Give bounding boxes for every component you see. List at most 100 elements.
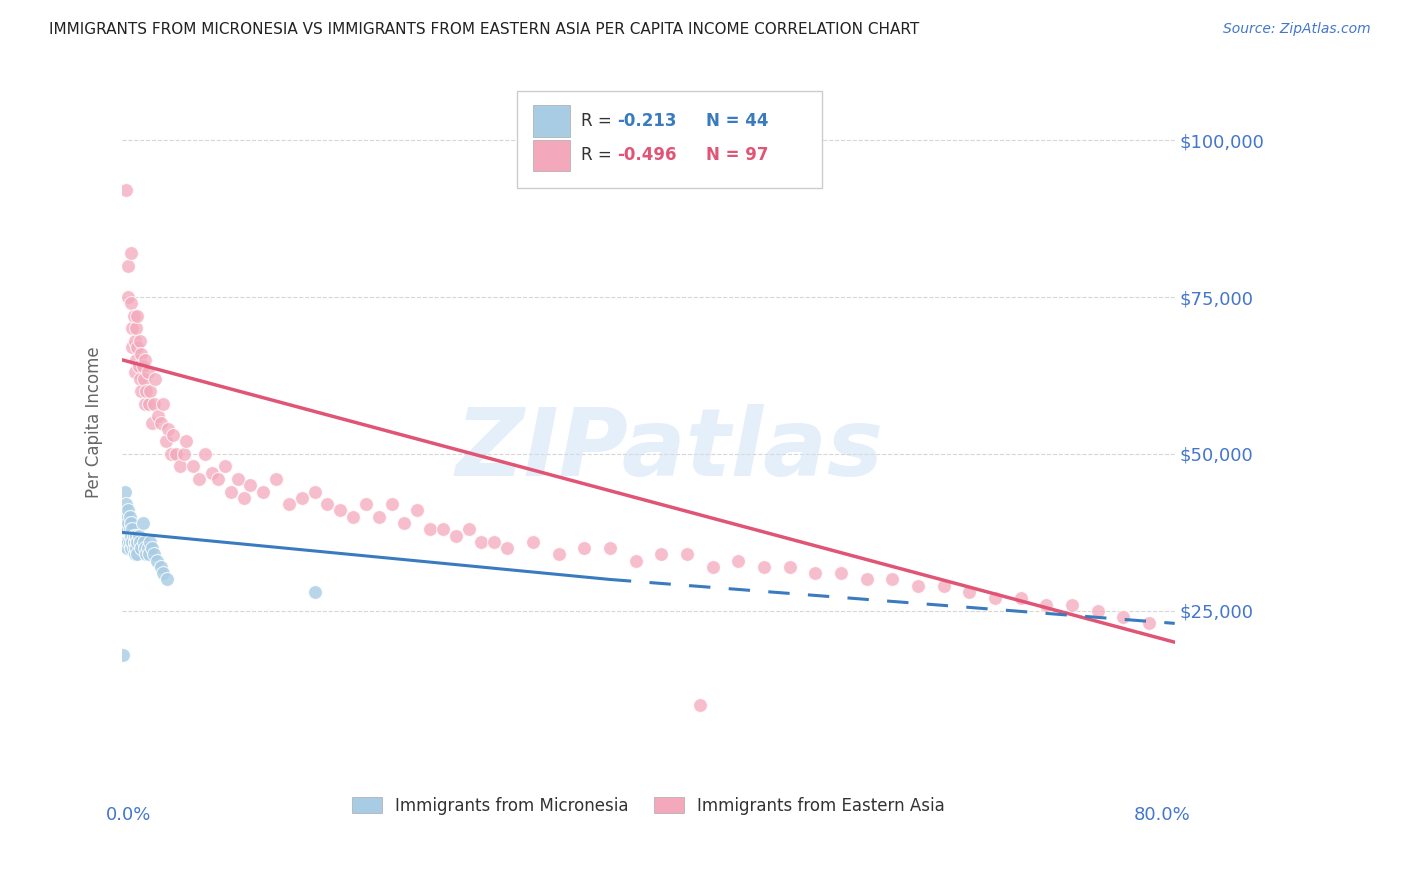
Point	[121, 522, 143, 536]
Point	[129, 534, 152, 549]
Point	[727, 554, 749, 568]
Point	[145, 554, 167, 568]
Point	[134, 541, 156, 555]
Point	[932, 579, 955, 593]
Point	[131, 384, 153, 399]
Point	[115, 183, 138, 197]
Point	[160, 447, 183, 461]
Point	[252, 484, 274, 499]
Point	[1060, 598, 1083, 612]
Point	[117, 516, 139, 530]
Point	[702, 560, 724, 574]
Point	[129, 371, 152, 385]
FancyBboxPatch shape	[533, 105, 571, 136]
Point	[1035, 598, 1057, 612]
Point	[855, 573, 877, 587]
Point	[125, 541, 148, 555]
Point	[149, 560, 172, 574]
Point	[304, 484, 326, 499]
Text: IMMIGRANTS FROM MICRONESIA VS IMMIGRANTS FROM EASTERN ASIA PER CAPITA INCOME COR: IMMIGRANTS FROM MICRONESIA VS IMMIGRANTS…	[49, 22, 920, 37]
Point	[129, 334, 152, 348]
Point	[219, 484, 242, 499]
Point	[1137, 616, 1160, 631]
Text: R =: R =	[581, 112, 617, 130]
Point	[752, 560, 775, 574]
Point	[676, 547, 699, 561]
Point	[115, 541, 138, 555]
Text: N = 97: N = 97	[706, 146, 769, 164]
Point	[135, 384, 157, 399]
Point	[547, 547, 569, 561]
Point	[118, 522, 141, 536]
Point	[124, 547, 146, 561]
Point	[882, 573, 904, 587]
Y-axis label: Per Capita Income: Per Capita Income	[86, 347, 103, 499]
Point	[381, 497, 404, 511]
Point	[181, 459, 204, 474]
Point	[226, 472, 249, 486]
Point	[574, 541, 596, 555]
Point	[146, 409, 169, 424]
Point	[112, 648, 135, 662]
Point	[278, 497, 301, 511]
Point	[291, 491, 314, 505]
Text: 0.0%: 0.0%	[107, 805, 152, 823]
Point	[122, 541, 145, 555]
Point	[162, 428, 184, 442]
Point	[145, 371, 167, 385]
Point	[173, 447, 195, 461]
Point	[522, 534, 544, 549]
Point	[155, 434, 177, 449]
Point	[1112, 610, 1135, 624]
Point	[432, 522, 454, 536]
Point	[139, 534, 162, 549]
Point	[131, 516, 153, 530]
Text: 80.0%: 80.0%	[1133, 805, 1191, 823]
Point	[115, 522, 138, 536]
FancyBboxPatch shape	[533, 139, 571, 171]
Point	[138, 547, 160, 561]
Point	[127, 547, 149, 561]
Point	[830, 566, 852, 581]
Point	[131, 359, 153, 373]
Point	[143, 397, 166, 411]
Point	[984, 591, 1007, 606]
Point	[136, 365, 159, 379]
Point	[139, 384, 162, 399]
Point	[122, 309, 145, 323]
Point	[457, 522, 479, 536]
Legend: Immigrants from Micronesia, Immigrants from Eastern Asia: Immigrants from Micronesia, Immigrants f…	[346, 790, 952, 822]
Point	[779, 560, 801, 574]
Point	[120, 296, 142, 310]
Point	[419, 522, 441, 536]
Point	[239, 478, 262, 492]
Point	[131, 541, 153, 555]
Point	[114, 484, 136, 499]
Point	[121, 340, 143, 354]
Point	[127, 309, 149, 323]
Point	[188, 472, 211, 486]
Point	[329, 503, 352, 517]
Point	[121, 534, 143, 549]
Point	[135, 547, 157, 561]
Point	[132, 371, 155, 385]
Point	[689, 698, 711, 712]
Point	[124, 534, 146, 549]
Text: -0.496: -0.496	[617, 146, 676, 164]
Point	[118, 534, 141, 549]
Point	[132, 534, 155, 549]
Point	[115, 534, 138, 549]
Point	[117, 259, 139, 273]
Point	[128, 528, 150, 542]
Point	[316, 497, 339, 511]
Point	[136, 541, 159, 555]
Point	[907, 579, 929, 593]
Text: ZIPatlas: ZIPatlas	[456, 404, 883, 496]
Point	[138, 397, 160, 411]
Text: -0.213: -0.213	[617, 112, 676, 130]
Point	[957, 585, 980, 599]
Point	[152, 397, 174, 411]
Point	[194, 447, 217, 461]
Point	[304, 585, 326, 599]
Point	[117, 290, 139, 304]
